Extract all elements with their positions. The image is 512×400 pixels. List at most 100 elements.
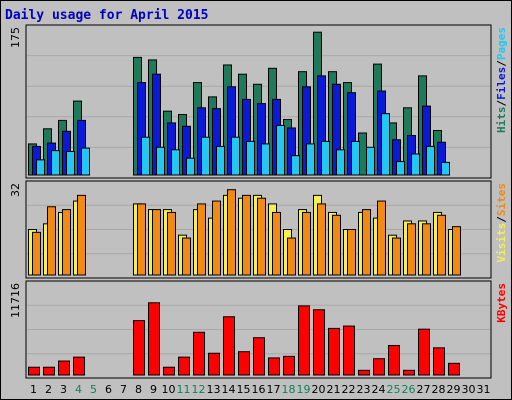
bar-sites-day-12 <box>197 203 206 276</box>
x-tick-label-day-10: 10 <box>162 383 176 396</box>
bar-pages-day-15 <box>246 140 255 176</box>
x-tick-label-day-26: 26 <box>402 383 416 396</box>
legend-separator: / <box>495 216 508 223</box>
bar-sites-day-8 <box>137 203 146 276</box>
x-tick-label-day-25: 25 <box>387 383 401 396</box>
panel-2: 32 Visits/Sites <box>9 180 508 279</box>
bar-pages-day-22 <box>351 140 360 176</box>
bar-kbytes-day-12 <box>193 331 205 376</box>
x-tick-label-day-17: 17 <box>267 383 281 396</box>
x-tick-label-day-30: 30 <box>462 383 476 396</box>
x-tick-label-day-5: 5 <box>90 383 97 396</box>
bar-sites-day-10 <box>167 211 176 276</box>
x-tick-label-day-3: 3 <box>60 383 67 396</box>
bar-kbytes-day-25 <box>388 344 400 376</box>
bar-pages-day-25 <box>396 161 405 176</box>
bar-pages-day-4 <box>81 147 90 176</box>
x-tick-label-day-7: 7 <box>120 383 127 396</box>
bar-kbytes-day-22 <box>343 325 355 376</box>
bar-sites-day-22 <box>347 229 356 276</box>
bar-pages-day-14 <box>231 136 240 176</box>
bar-pages-day-19 <box>306 143 315 176</box>
panel-3: 11716 KBytes <box>9 280 508 379</box>
bar-pages-day-24 <box>381 113 390 176</box>
bar-pages-day-8 <box>141 136 150 176</box>
x-tick-label-day-2: 2 <box>45 383 52 396</box>
x-tick-label-day-23: 23 <box>357 383 371 396</box>
bar-kbytes-day-18 <box>283 355 295 376</box>
legend-entry-visits: Visits <box>495 223 508 263</box>
legend-entry-kbytes: KBytes <box>495 283 508 323</box>
y-max-label: 32 <box>9 183 22 197</box>
x-tick-label-day-11: 11 <box>177 383 191 396</box>
x-tick-label-day-20: 20 <box>312 383 326 396</box>
bar-sites-day-13 <box>212 200 221 276</box>
bar-pages-day-21 <box>336 149 345 176</box>
legend-separator: / <box>495 100 508 107</box>
bar-sites-day-28 <box>437 214 446 276</box>
bar-kbytes-day-19 <box>298 305 310 376</box>
x-tick-label-day-1: 1 <box>30 383 37 396</box>
bar-kbytes-day-1 <box>28 366 40 376</box>
bar-sites-day-21 <box>332 214 341 276</box>
bar-sites-day-16 <box>257 197 266 276</box>
legend-entry-hits: Hits <box>495 107 508 134</box>
bar-kbytes-day-21 <box>328 327 340 376</box>
bar-pages-day-27 <box>426 145 435 176</box>
x-tick-label-day-14: 14 <box>222 383 236 396</box>
bar-sites-day-29 <box>452 226 461 276</box>
x-tick-label-day-19: 19 <box>297 383 311 396</box>
bar-kbytes-day-16 <box>253 337 265 376</box>
legend-separator: / <box>495 60 508 67</box>
bar-pages-day-3 <box>66 150 75 176</box>
x-tick-label-day-13: 13 <box>207 383 221 396</box>
bar-pages-day-18 <box>291 155 300 176</box>
bar-kbytes-day-23 <box>358 369 370 376</box>
bar-sites-day-9 <box>152 209 161 276</box>
bar-kbytes-day-9 <box>148 302 160 376</box>
bar-kbytes-day-17 <box>268 357 280 376</box>
x-tick-label-day-28: 28 <box>432 383 446 396</box>
bar-pages-day-2 <box>51 150 60 176</box>
bar-sites-day-4 <box>77 194 86 276</box>
bar-kbytes-day-26 <box>403 369 415 376</box>
bar-pages-day-28 <box>441 161 450 176</box>
bar-sites-day-15 <box>242 194 251 276</box>
series-legend: Visits/Sites <box>495 183 508 263</box>
x-tick-label-day-24: 24 <box>372 383 386 396</box>
bar-sites-day-19 <box>302 211 311 276</box>
y-max-label: 175 <box>9 27 22 48</box>
bar-pages-day-1 <box>36 159 45 176</box>
x-tick-label-day-22: 22 <box>342 383 356 396</box>
x-tick-label-day-18: 18 <box>282 383 296 396</box>
bar-sites-day-26 <box>407 223 416 276</box>
bar-kbytes-day-13 <box>208 352 220 376</box>
bar-sites-day-17 <box>272 211 281 276</box>
bar-pages-day-17 <box>276 124 285 176</box>
bar-pages-day-16 <box>261 143 270 176</box>
x-tick-label-day-21: 21 <box>327 383 341 396</box>
legend-entry-files: Files <box>495 67 508 100</box>
x-tick-label-day-16: 16 <box>252 383 266 396</box>
legend-entry-pages: Pages <box>495 27 508 60</box>
x-axis-day-labels: 1 2 3 4 5 6 7 8 9 10 11 12 13 14 15 16 17 18 19 20 21 22 23 24 2… <box>30 383 491 396</box>
series-legend: Hits/Files/Pages <box>495 27 508 133</box>
x-tick-label-day-8: 8 <box>135 383 142 396</box>
bar-sites-day-18 <box>287 237 296 276</box>
bar-kbytes-day-4 <box>73 356 85 376</box>
x-tick-label-day-15: 15 <box>237 383 251 396</box>
bar-pages-day-23 <box>366 146 375 176</box>
bar-kbytes-day-28 <box>433 347 445 376</box>
bar-sites-day-20 <box>317 203 326 276</box>
bar-kbytes-day-20 <box>313 309 325 376</box>
bar-sites-day-24 <box>377 200 386 276</box>
bar-kbytes-day-3 <box>58 360 70 376</box>
chart-title: Daily usage for April 2015 <box>5 8 209 23</box>
bar-kbytes-day-11 <box>178 356 190 376</box>
bar-pages-day-9 <box>156 146 165 176</box>
bar-pages-day-26 <box>411 153 420 176</box>
x-tick-label-day-29: 29 <box>447 383 461 396</box>
bar-sites-day-2 <box>47 206 56 276</box>
